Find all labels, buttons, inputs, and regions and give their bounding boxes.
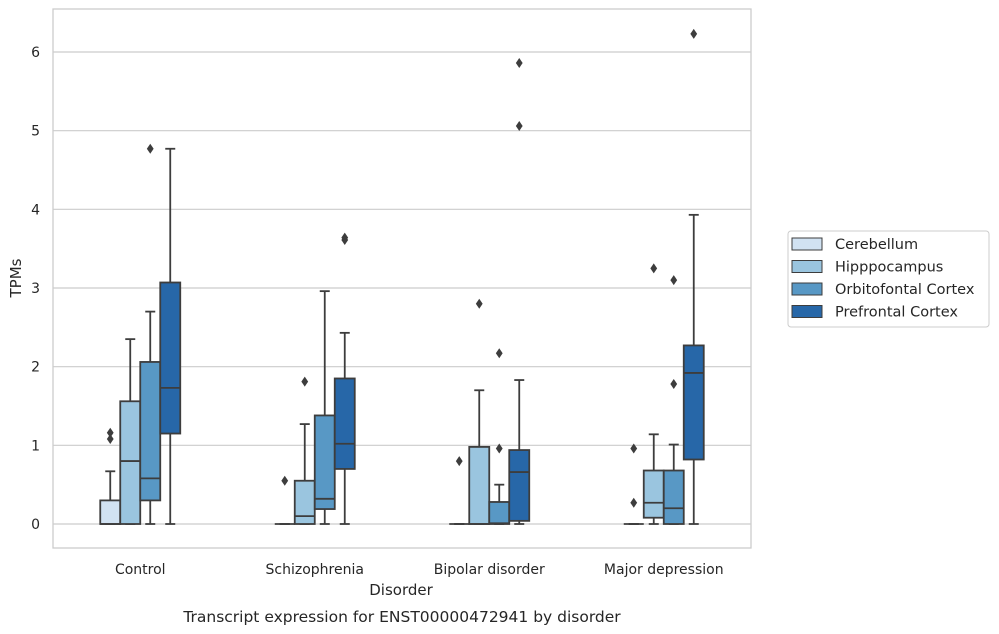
box-iqr <box>468 446 491 525</box>
box-iqr <box>682 344 705 461</box>
box-prefrontal-cortex <box>682 28 705 525</box>
y-tick-label: 4 <box>31 202 40 218</box>
box-iqr <box>642 469 665 519</box>
legend-label: Hipppocampus <box>835 260 943 276</box>
outlier-point <box>670 378 678 389</box>
outlier-point <box>630 497 638 508</box>
box-orbitofontal-cortex <box>488 348 511 525</box>
box-hipppocampus <box>468 298 491 525</box>
outlier-point <box>455 456 463 467</box>
legend-swatch <box>791 282 823 296</box>
outlier-point <box>515 58 523 69</box>
outlier-point <box>690 28 698 39</box>
box-orbitofontal-cortex <box>662 275 685 525</box>
box-hipppocampus <box>642 263 665 525</box>
box-orbitofontal-cortex <box>139 143 162 525</box>
outlier-point <box>106 434 114 445</box>
box-series <box>99 28 705 525</box>
y-tick-label: 1 <box>31 438 40 454</box>
legend: Cerebellum Hipppocampus Orbitofontal Corte… <box>787 230 990 328</box>
box-hipppocampus <box>119 338 142 525</box>
legend-swatch <box>791 237 823 251</box>
outlier-point <box>106 427 114 438</box>
legend-label: Cerebellum <box>835 237 918 253</box>
box-prefrontal-cortex <box>159 147 182 525</box>
legend-swatch <box>791 305 823 318</box>
box-orbitofontal-cortex <box>313 290 336 525</box>
box-prefrontal-cortex <box>508 58 531 525</box>
outlier-point <box>281 475 289 486</box>
y-tick-label: 0 <box>31 517 40 533</box>
box-iqr <box>488 501 511 525</box>
box-iqr <box>333 377 356 470</box>
outlier-point <box>146 143 154 154</box>
box-iqr <box>159 281 182 435</box>
box-iqr <box>119 400 142 525</box>
legend-label: Orbitofontal Cortex <box>835 282 975 298</box>
y-tick-label: 6 <box>31 45 40 61</box>
y-tick-label: 3 <box>31 281 40 297</box>
box-iqr <box>508 449 531 522</box>
x-tick-label: Major depression <box>604 562 724 578</box>
legend-label: Prefrontal Cortex <box>835 305 958 321</box>
box-cerebellum <box>99 427 122 525</box>
box-cerebellum <box>623 443 644 525</box>
box-iqr <box>293 479 316 525</box>
outlier-point <box>670 275 678 286</box>
x-tick-label: Control <box>115 562 166 578</box>
legend-swatch <box>791 260 823 273</box>
x-tick-label: Schizophrenia <box>266 562 364 578</box>
outlier-point <box>630 443 638 454</box>
plot-area-frame <box>52 8 752 549</box>
y-axis-label: TPMs <box>7 258 25 298</box>
box-cerebellum <box>449 456 470 525</box>
outlier-point <box>515 120 523 131</box>
x-axis-label: Disorder <box>369 581 433 599</box>
box-iqr <box>139 361 162 502</box>
box-iqr <box>313 414 336 510</box>
outlier-point <box>301 376 309 387</box>
outlier-point <box>650 263 658 274</box>
box-iqr <box>662 469 685 525</box>
outlier-point <box>495 443 503 454</box>
outlier-point <box>495 348 503 359</box>
box-cerebellum <box>274 475 295 525</box>
legend-frame <box>787 230 990 328</box>
box-hipppocampus <box>293 376 316 525</box>
outlier-point <box>341 232 349 243</box>
outlier-point <box>475 298 483 309</box>
y-tick-label: 2 <box>31 360 40 376</box>
box-iqr <box>99 499 122 525</box>
x-tick-label: Bipolar disorder <box>434 562 545 578</box>
chart-caption: Transcript expression for ENST0000047294… <box>182 608 621 626</box>
axis-ticks: 0 1 2 3 4 5 6 Control Schizophrenia Bipolar disor… <box>31 45 724 578</box>
box-prefrontal-cortex <box>333 232 356 525</box>
y-tick-label: 5 <box>31 124 40 140</box>
